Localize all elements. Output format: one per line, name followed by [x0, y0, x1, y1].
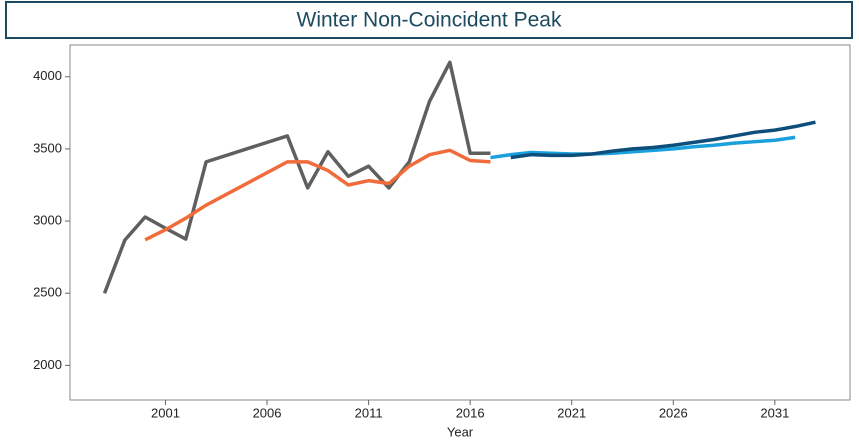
series-line: [510, 120, 816, 160]
x-tick-label: 2006: [253, 405, 282, 420]
series-line: [102, 60, 491, 294]
y-tick-label: 3500: [33, 140, 62, 155]
y-tick-label: 2000: [33, 357, 62, 372]
x-tick-label: 2016: [456, 405, 485, 420]
series-line: [144, 148, 491, 242]
chart-title: Winter Non-Coincident Peak: [297, 9, 562, 32]
x-axis-label: Year: [447, 424, 474, 439]
y-tick-label: 2500: [33, 285, 62, 300]
title-box: [5, 1, 853, 39]
x-tick-label: 2026: [659, 405, 688, 420]
x-tick-label: 2021: [557, 405, 586, 420]
x-tick-label: 2031: [760, 405, 789, 420]
y-tick-label: 3000: [33, 212, 62, 227]
x-tick-label: 2001: [151, 405, 180, 420]
y-tick-label: 4000: [33, 68, 62, 83]
plot-area: [69, 44, 851, 401]
x-tick-label: 2011: [355, 405, 383, 420]
series-line: [490, 135, 796, 160]
